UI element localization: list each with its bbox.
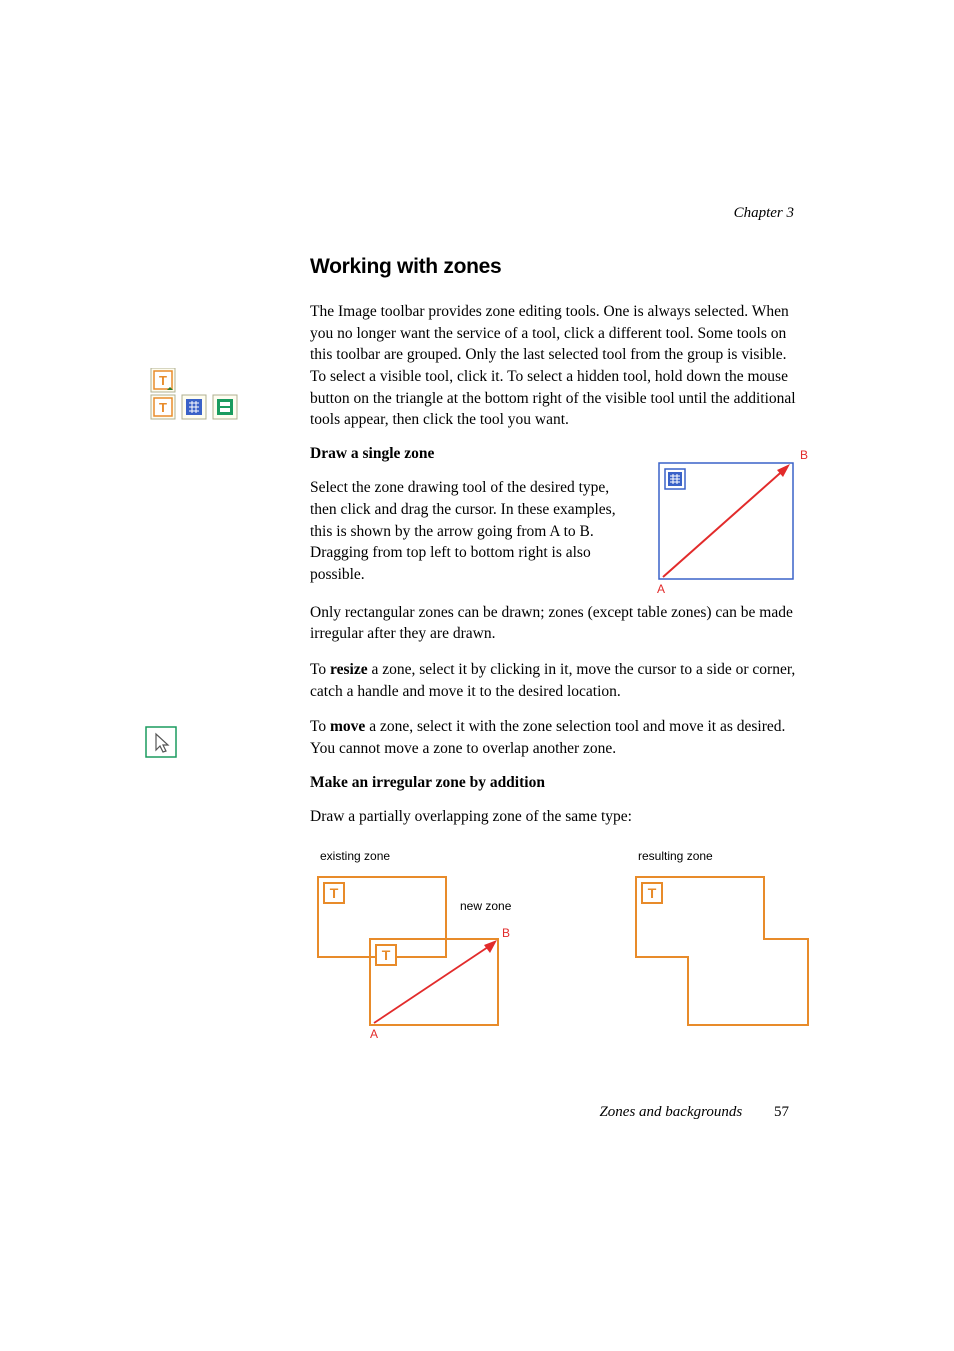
- subheading-irregular: Make an irregular zone by addition: [310, 774, 800, 792]
- resize-paragraph: To resize a zone, select it by clicking …: [310, 659, 800, 702]
- diagram-zone-addition: existing zone new zone resulting zone T …: [310, 849, 800, 1049]
- page-number: 57: [774, 1104, 789, 1120]
- main-content: Working with zones The Image toolbar pro…: [310, 255, 800, 1049]
- page-footer: Zones and backgrounds 57: [599, 1104, 789, 1121]
- label-B: B: [502, 926, 510, 940]
- footer-section: Zones and backgrounds: [599, 1104, 742, 1120]
- rectangular-note: Only rectangular zones can be drawn; zon…: [310, 602, 800, 645]
- label-B: B: [800, 449, 808, 462]
- irregular-body: Draw a partially overlapping zone of the…: [310, 806, 800, 828]
- form-tool-icon: [220, 408, 230, 412]
- move-paragraph: To move a zone, select it with the zone …: [310, 716, 800, 759]
- existing-zone-label: existing zone: [320, 849, 390, 863]
- text-tool-icon: T: [159, 373, 167, 388]
- text-zone-icon: T: [382, 947, 391, 963]
- text-zone-icon: T: [648, 885, 657, 901]
- arrow-icon: [484, 940, 497, 953]
- draw-zone-body: Select the zone drawing tool of the desi…: [310, 477, 630, 585]
- resulting-zone-label: resulting zone: [638, 849, 713, 863]
- chapter-label: Chapter 3: [734, 205, 794, 222]
- label-A: A: [657, 582, 665, 596]
- section-title: Working with zones: [310, 255, 800, 279]
- intro-paragraph: The Image toolbar provides zone editing …: [310, 301, 800, 431]
- text-zone-icon: T: [330, 885, 339, 901]
- label-A: A: [370, 1027, 378, 1041]
- selection-tool-icon: [145, 726, 179, 765]
- text-tool-icon: T: [159, 400, 167, 415]
- diagram-single-zone: B A: [655, 449, 810, 604]
- toolbar-group-icon: T T: [145, 368, 245, 429]
